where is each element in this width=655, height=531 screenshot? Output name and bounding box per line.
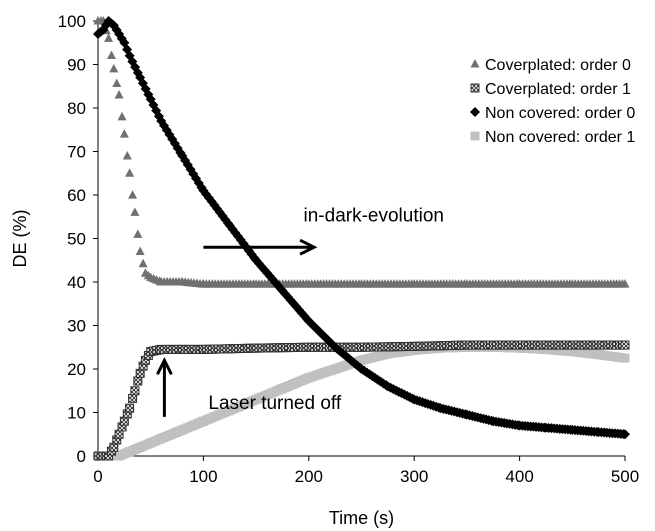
y-tick-label: 80: [67, 99, 86, 118]
data-point: [620, 429, 630, 440]
series-non-covered-order-1: [93, 342, 630, 461]
data-point: [128, 190, 138, 199]
annotation-laser-turned-off: Laser turned off: [208, 393, 341, 414]
data-point: [122, 151, 132, 160]
data-point: [138, 258, 148, 268]
data-point: [620, 340, 630, 350]
arrow-head: [156, 356, 173, 375]
y-tick-label: 40: [67, 273, 86, 292]
legend-marker: [470, 131, 480, 141]
y-tick-label: 30: [67, 317, 86, 336]
x-tick-label: 0: [93, 467, 102, 486]
arrow-head: [299, 238, 318, 256]
data-point: [119, 37, 130, 48]
y-tick-label: 20: [67, 360, 86, 379]
y-tick-label: 90: [67, 56, 86, 75]
data-point: [119, 129, 129, 138]
y-axis-title: DE (%): [10, 210, 30, 268]
x-tick-label: 400: [505, 467, 533, 486]
legend-label: Coverplated: order 0: [485, 57, 631, 74]
x-axis-title: Time (s): [329, 508, 394, 528]
series-non-covered-order-0: [93, 16, 630, 440]
data-point: [125, 403, 135, 413]
legend-marker: [470, 59, 480, 68]
y-tick-label: 50: [67, 230, 86, 249]
y-tick-label: 70: [67, 143, 86, 162]
annotation-layer: in-dark-evolution Laser turned off: [156, 205, 444, 417]
x-tick-label: 500: [611, 467, 639, 486]
data-point: [133, 229, 143, 238]
data-point: [620, 279, 630, 288]
data-point: [109, 442, 119, 452]
data-point: [135, 368, 145, 378]
y-tick-label: 0: [77, 447, 86, 466]
series-coverplated-order-1: [93, 340, 630, 461]
data-point: [620, 353, 630, 363]
data-point: [119, 416, 129, 426]
data-point: [112, 78, 122, 87]
data-point: [133, 376, 143, 386]
data-point: [128, 393, 138, 403]
legend-label: Non covered: order 0: [485, 105, 635, 122]
data-point: [117, 111, 127, 121]
x-tick-label: 100: [189, 467, 217, 486]
legend-label: Non covered: order 1: [485, 129, 635, 146]
data-point: [114, 429, 124, 439]
data-point: [130, 207, 140, 216]
y-tick-label: 60: [67, 186, 86, 205]
legend-marker: [470, 107, 480, 117]
y-tick-label: 100: [58, 12, 86, 31]
data-point: [114, 89, 124, 99]
legend-label: Coverplated: order 1: [485, 81, 631, 98]
data-point: [125, 168, 135, 177]
legend: Coverplated: order 0 Coverplated: order 1…: [470, 57, 635, 146]
data-point: [135, 246, 145, 256]
legend-marker: [470, 83, 480, 93]
x-tick-label: 200: [295, 467, 323, 486]
data-point: [130, 386, 140, 396]
series-layer: [93, 16, 630, 461]
annotation-in-dark-evolution: in-dark-evolution: [304, 205, 444, 226]
x-tick-label: 300: [400, 467, 428, 486]
y-tick-label: 10: [67, 404, 86, 423]
data-point: [104, 33, 114, 42]
series-coverplated-order-0: [93, 16, 630, 288]
axes: 0 10 20 30 40 50 60 70 80 90 100 0 100 200 300 400 500 Ti…: [10, 12, 639, 528]
data-point: [158, 120, 169, 131]
data-point: [109, 63, 119, 73]
data-point: [106, 50, 116, 59]
